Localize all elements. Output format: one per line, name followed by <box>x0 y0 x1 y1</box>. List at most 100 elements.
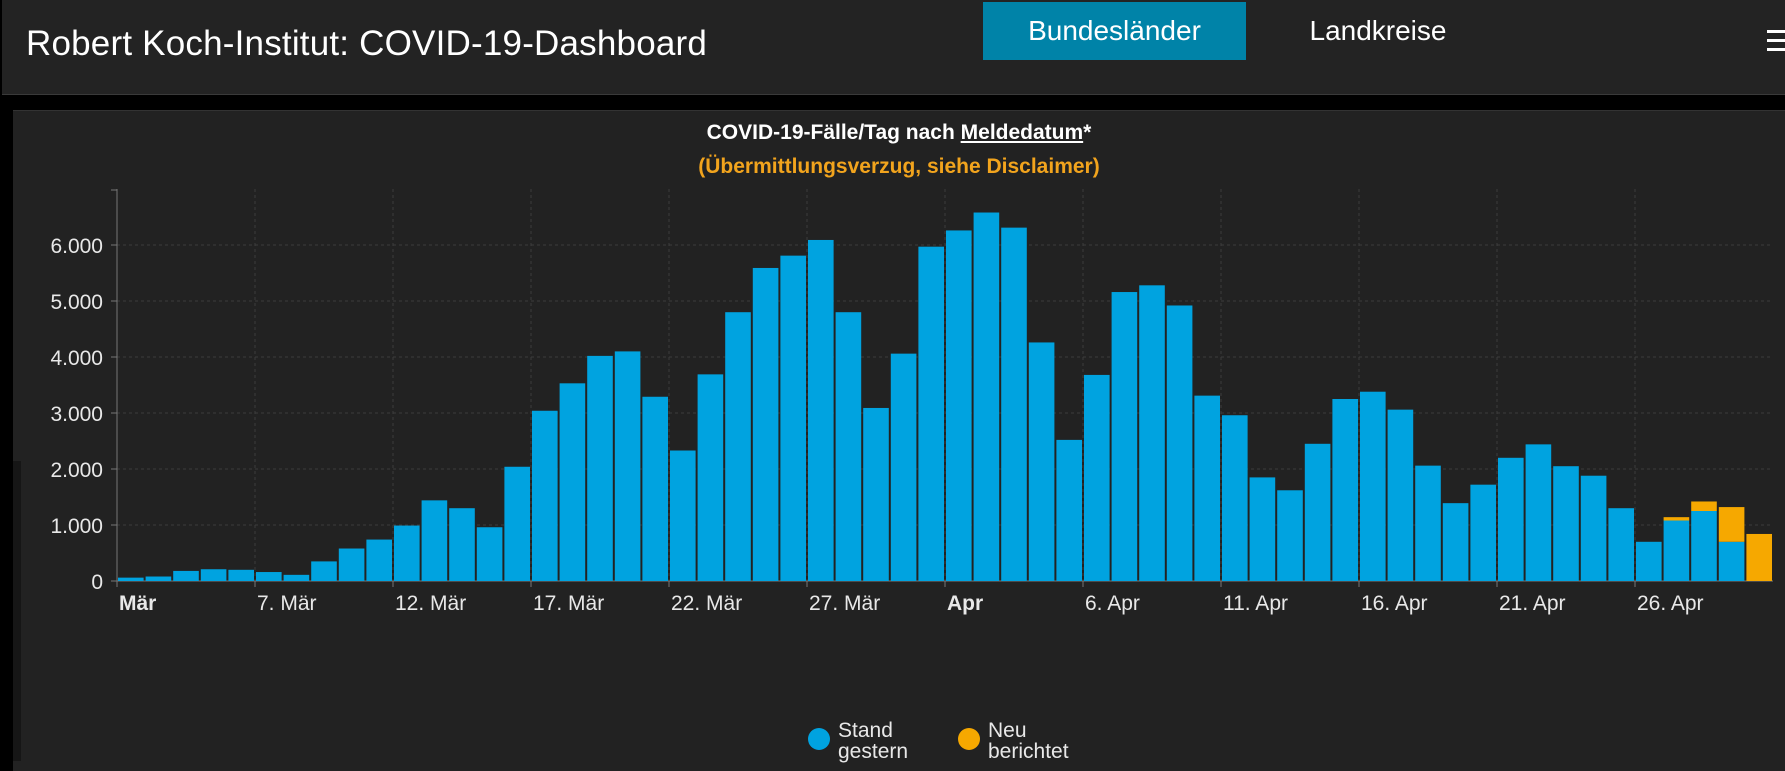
bar-stand-gestern <box>1580 475 1607 581</box>
top-bar: Robert Koch-Institut: COVID-19-Dashboard… <box>2 0 1785 95</box>
bar-stand-gestern <box>118 577 144 581</box>
tab-landkreise[interactable]: Landkreise <box>1309 15 1447 46</box>
menu-icon-line <box>1767 30 1785 33</box>
bar-stand-gestern <box>1249 477 1276 581</box>
bar-stand-gestern <box>1332 399 1358 581</box>
tab-bundeslaender[interactable]: Bundesländer <box>983 2 1246 60</box>
bar-neu-berichtet <box>1691 501 1717 511</box>
bar-stand-gestern <box>1001 227 1027 581</box>
bar-chart: 0 1.000 2.000 3.000 4.000 5.000 6.000 Mär 7. Mär… <box>50 189 1773 615</box>
bar-stand-gestern <box>1084 374 1110 581</box>
bar-neu-berichtet <box>1718 507 1745 542</box>
bar-stand-gestern <box>1498 457 1524 581</box>
y-tick-label: 1.000 <box>50 515 103 538</box>
bar-stand-gestern <box>1360 391 1386 581</box>
chart-title-text: COVID-19-Fälle/Tag nach <box>706 121 961 144</box>
legend-label-line: Stand <box>838 719 893 742</box>
bar-stand-gestern <box>421 500 448 581</box>
bar-stand-gestern <box>946 230 972 581</box>
legend-label-line: Neu <box>988 719 1027 742</box>
chart-panel: COVID-19-Fälle/Tag nach Meldedatum* (Übe… <box>13 110 1785 771</box>
bar-stand-gestern <box>449 508 475 581</box>
bar-stand-gestern <box>808 239 834 581</box>
bar-stand-gestern <box>1636 541 1662 581</box>
bar-stand-gestern <box>1304 443 1331 581</box>
bar-stand-gestern <box>1608 508 1634 581</box>
x-tick-label: 11. Apr <box>1223 592 1288 615</box>
y-tick-label: 0 <box>91 571 103 594</box>
bar-stand-gestern <box>1415 465 1441 581</box>
x-tick-label: 22. Mär <box>671 592 742 615</box>
bar-stand-gestern <box>338 548 365 581</box>
legend-swatch-stand <box>808 728 830 750</box>
bar-stand-gestern <box>1028 342 1055 581</box>
bar-stand-gestern <box>725 312 751 581</box>
y-tick-label: 5.000 <box>50 291 103 314</box>
bar-stand-gestern <box>918 246 944 581</box>
x-tick-label: 21. Apr <box>1499 592 1566 615</box>
bar-stand-gestern <box>173 570 199 581</box>
bar-stand-gestern <box>890 353 917 581</box>
bar-stand-gestern <box>1139 285 1165 581</box>
chart-title: COVID-19-Fälle/Tag nach Meldedatum* <box>13 121 1785 145</box>
chart-title-asterisk: * <box>1083 121 1092 144</box>
meldedatum-link[interactable]: Meldedatum <box>960 121 1084 144</box>
bar-stand-gestern <box>780 255 806 581</box>
legend-label-neu: Neu berichtet <box>988 720 1128 762</box>
bar-neu-berichtet <box>1746 533 1772 581</box>
bar-stand-gestern <box>1277 490 1303 581</box>
y-tick-label: 6.000 <box>50 235 103 258</box>
bar-stand-gestern <box>228 569 254 581</box>
x-tick-label: Mär <box>119 592 156 615</box>
x-tick-label: 17. Mär <box>533 592 604 615</box>
legend-label-line: gestern <box>838 740 909 763</box>
bar-stand-gestern <box>394 525 420 581</box>
bar-stand-gestern <box>559 383 586 581</box>
bar-stand-gestern <box>752 267 779 581</box>
x-tick-label: 7. Mär <box>257 592 317 615</box>
menu-icon-line <box>1767 39 1785 42</box>
bar-stand-gestern <box>697 374 724 581</box>
y-tick-label: 3.000 <box>50 403 103 426</box>
bar-stand-gestern <box>1470 484 1496 581</box>
bar-stand-gestern <box>1553 466 1579 581</box>
x-tick-label: 26. Apr <box>1637 592 1704 615</box>
bar-stand-gestern <box>1387 409 1414 581</box>
legend-label-stand: Stand gestern <box>838 720 978 762</box>
legend-swatch-neu <box>958 728 980 750</box>
bar-stand-gestern <box>1194 395 1220 581</box>
bar-stand-gestern <box>1222 415 1248 581</box>
bar-stand-gestern <box>366 539 392 581</box>
chart-subtitle: (Übermittlungsverzug, siehe Disclaimer) <box>698 155 1100 178</box>
bar-stand-gestern <box>1166 305 1193 581</box>
bar-stand-gestern <box>973 212 1000 581</box>
bar-stand-gestern <box>1663 520 1690 581</box>
bar-stand-gestern <box>1525 444 1552 581</box>
y-tick-label: 2.000 <box>50 459 103 482</box>
bar-stand-gestern <box>200 569 227 581</box>
legend-label-line: berichtet <box>988 740 1069 763</box>
x-tick-label: 27. Mär <box>809 592 880 615</box>
bar-stand-gestern <box>1056 439 1082 581</box>
bar-neu-berichtet <box>1663 517 1690 521</box>
bar-stand-gestern <box>283 574 310 581</box>
x-tick-label: 6. Apr <box>1085 592 1140 615</box>
bar-stand-gestern <box>1691 511 1717 581</box>
hamburger-menu-icon[interactable] <box>1767 30 1785 56</box>
bar-stand-gestern <box>614 351 641 581</box>
bar-stand-gestern <box>256 572 282 581</box>
bar-stand-gestern <box>532 410 558 581</box>
app-title: Robert Koch-Institut: COVID-19-Dashboard <box>26 24 708 63</box>
y-tick-label: 4.000 <box>50 347 103 370</box>
bar-stand-gestern <box>476 527 503 581</box>
x-tick-label: 16. Apr <box>1361 592 1428 615</box>
bar-stand-gestern <box>642 396 668 581</box>
bar-stand-gestern <box>1111 292 1138 581</box>
bar-stand-gestern <box>504 466 530 581</box>
bar-stand-gestern <box>1718 541 1745 581</box>
x-tick-label: 12. Mär <box>395 592 466 615</box>
bar-stand-gestern <box>311 561 337 581</box>
bar-stand-gestern <box>145 576 172 581</box>
bar-stand-gestern <box>835 312 862 581</box>
bar-stand-gestern <box>587 355 613 581</box>
